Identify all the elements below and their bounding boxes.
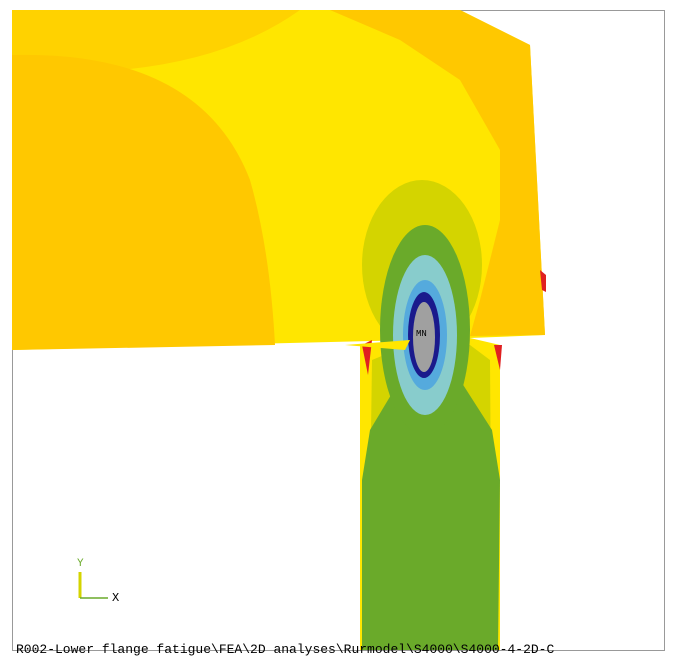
- min-marker: MN: [416, 329, 427, 339]
- hot-spot-right: [494, 345, 502, 370]
- hot-spot: [540, 270, 546, 292]
- contour-gray: [413, 302, 435, 372]
- contour-orange: [330, 10, 545, 336]
- contour-orange-left: [12, 54, 275, 350]
- y-axis-label: Y: [77, 558, 84, 570]
- notch-contours: [345, 180, 482, 435]
- footer-path: R002-Lower flange fatigue\FEA\2D analyse…: [16, 642, 554, 657]
- axis-triad: Y X: [77, 558, 119, 605]
- x-axis-label: X: [112, 591, 119, 605]
- web: [360, 338, 502, 650]
- hot-spot-left: [362, 340, 372, 375]
- web-green: [362, 380, 500, 650]
- flange-edge-left: [345, 340, 410, 350]
